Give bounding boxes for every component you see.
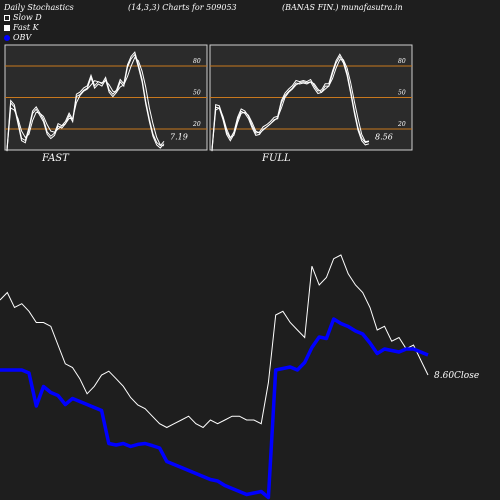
fast-fast-k-line-0 — [6, 51, 165, 149]
chart-title: Daily Stochastics — [4, 3, 74, 12]
obv-swatch-icon — [4, 34, 10, 41]
fast-level-label-20: 20 — [192, 121, 201, 128]
fast-level-label-80: 80 — [193, 58, 201, 65]
fast-fast-k-line-1 — [6, 53, 165, 152]
legend-slow-d: Slow D — [4, 13, 42, 22]
full-level-label-50: 50 — [398, 90, 406, 97]
full-level-label-80: 80 — [398, 58, 406, 65]
legend-obv-label: OBV — [13, 33, 32, 42]
full-fast-k-line-1 — [211, 55, 370, 152]
full-panel-title: FULL — [262, 153, 291, 164]
obv-line — [0, 317, 429, 500]
legend-fast-k: Fast K — [4, 23, 39, 32]
chart-params: (14,3,3) Charts for 509053 — [128, 3, 237, 12]
fast-slow-d-line-0 — [6, 56, 165, 151]
full-level-label-20: 20 — [397, 121, 406, 128]
legend-fast-k-label: Fast K — [13, 23, 39, 32]
full-fast-k-line-0 — [211, 53, 370, 149]
close-price-line — [0, 254, 429, 429]
legend-obv: OBV — [4, 33, 31, 42]
close-value-label: 8.60Close — [434, 371, 479, 381]
fast-last-value-label: 7.19 — [170, 132, 188, 141]
slow-d-swatch-icon — [4, 14, 10, 21]
full-last-value-label: 8.56 — [375, 133, 393, 142]
fast-panel-title: FAST — [42, 153, 69, 164]
legend-slow-d-label: Slow D — [13, 13, 42, 22]
chart-company: (BANAS FIN.) munafasutra.in — [282, 3, 403, 12]
fast-k-swatch-icon — [4, 24, 10, 31]
fast-level-label-50: 50 — [193, 90, 201, 97]
